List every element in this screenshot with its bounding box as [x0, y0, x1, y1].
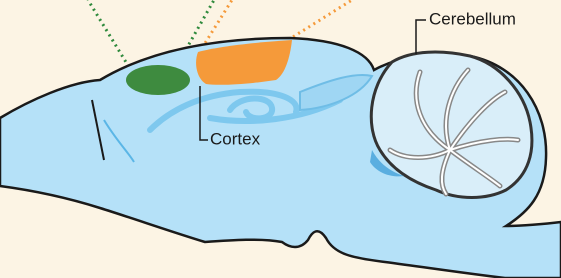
- page: Cerebellum Cortex (() => { const data = …: [0, 0, 561, 278]
- cerebellum-label: Cerebellum: [429, 9, 516, 28]
- cortex-label: Cortex: [210, 129, 261, 148]
- green-cortex-patch: [126, 65, 190, 95]
- brain-diagram: Cerebellum Cortex: [0, 0, 561, 278]
